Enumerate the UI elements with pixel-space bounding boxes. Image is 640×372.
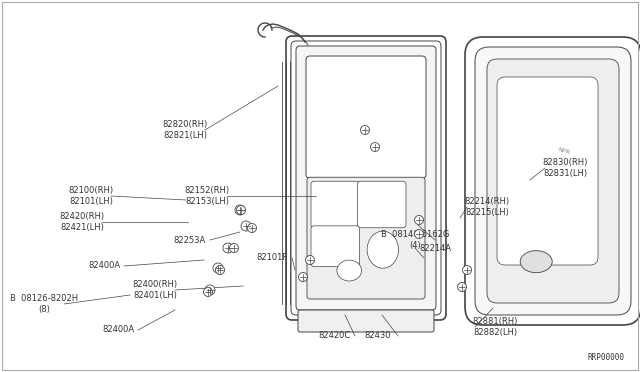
Circle shape (415, 215, 424, 224)
FancyBboxPatch shape (286, 36, 446, 320)
FancyBboxPatch shape (311, 181, 360, 228)
FancyBboxPatch shape (475, 47, 631, 315)
Circle shape (241, 221, 251, 231)
Circle shape (360, 125, 369, 135)
FancyBboxPatch shape (311, 226, 360, 267)
Text: 82430: 82430 (365, 331, 391, 340)
Ellipse shape (520, 251, 552, 273)
Text: 82400(RH)
82401(LH): 82400(RH) 82401(LH) (132, 280, 177, 300)
FancyBboxPatch shape (291, 41, 441, 315)
Circle shape (205, 285, 215, 295)
Text: 82420(RH)
82421(LH): 82420(RH) 82421(LH) (60, 212, 104, 232)
FancyBboxPatch shape (307, 177, 425, 299)
FancyBboxPatch shape (306, 56, 426, 178)
Text: RRP00000: RRP00000 (588, 353, 625, 362)
Text: 82101F: 82101F (257, 253, 287, 263)
Circle shape (415, 230, 424, 238)
FancyBboxPatch shape (487, 59, 619, 303)
Circle shape (216, 266, 225, 275)
Circle shape (463, 266, 472, 275)
Text: NPR: NPR (557, 147, 571, 155)
Circle shape (213, 263, 223, 273)
Text: 82214A: 82214A (419, 244, 451, 253)
Circle shape (235, 205, 245, 215)
Text: 82400A: 82400A (88, 262, 120, 270)
Text: 82881(RH)
82882(LH): 82881(RH) 82882(LH) (472, 317, 518, 337)
FancyBboxPatch shape (357, 181, 406, 228)
FancyBboxPatch shape (296, 46, 436, 310)
FancyBboxPatch shape (298, 310, 434, 332)
Circle shape (230, 244, 239, 253)
Circle shape (305, 256, 314, 264)
Text: 82830(RH)
82831(LH): 82830(RH) 82831(LH) (542, 158, 588, 178)
FancyBboxPatch shape (497, 77, 598, 265)
Circle shape (223, 243, 233, 253)
Text: 82820(RH)
82821(LH): 82820(RH) 82821(LH) (163, 120, 207, 140)
Text: B  08126-8202H
(8): B 08126-8202H (8) (10, 294, 78, 314)
Circle shape (204, 288, 212, 296)
Text: 82400A: 82400A (102, 326, 134, 334)
Circle shape (298, 273, 307, 282)
Ellipse shape (367, 231, 399, 268)
Circle shape (237, 205, 246, 215)
Text: B  08146-6162G
(4): B 08146-6162G (4) (381, 230, 449, 250)
Text: 82100(RH)
82101(LH): 82100(RH) 82101(LH) (68, 186, 113, 206)
Text: 82253A: 82253A (174, 235, 206, 244)
Circle shape (248, 224, 257, 232)
Text: 82152(RH)
82153(LH): 82152(RH) 82153(LH) (184, 186, 230, 206)
FancyBboxPatch shape (465, 37, 640, 325)
Text: 82420C: 82420C (319, 331, 351, 340)
Ellipse shape (337, 260, 362, 281)
Circle shape (371, 142, 380, 151)
Circle shape (458, 282, 467, 292)
Text: 82214(RH)
82215(LH): 82214(RH) 82215(LH) (465, 197, 509, 217)
